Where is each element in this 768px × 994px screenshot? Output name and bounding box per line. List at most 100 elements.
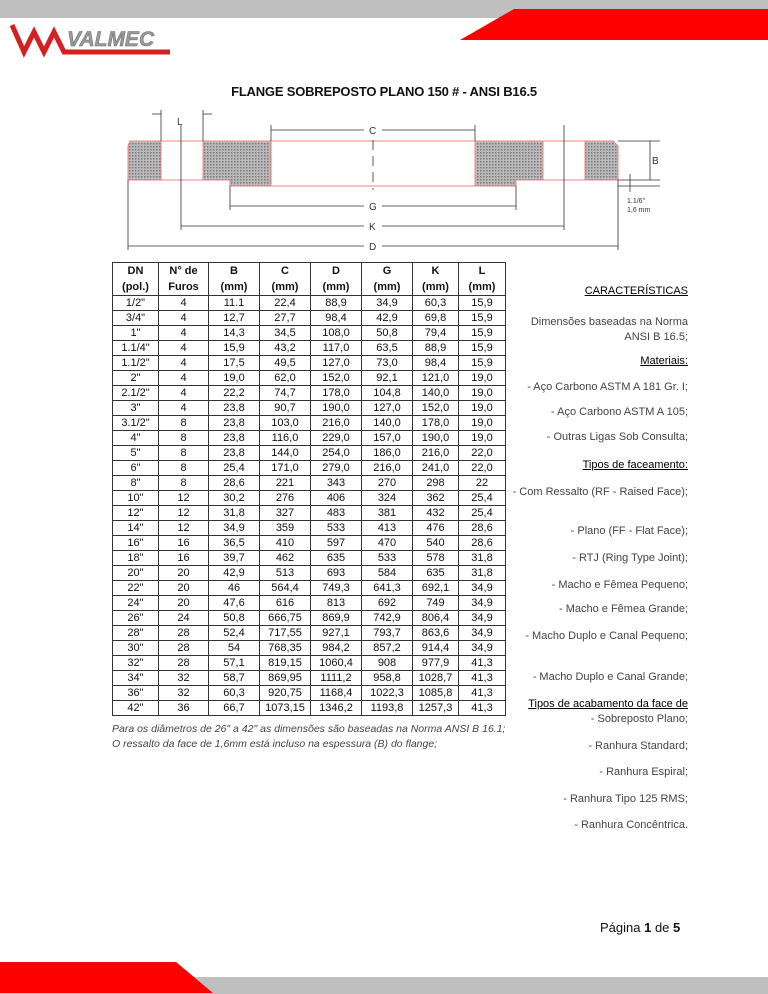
table-cell: 857,2 [361, 640, 413, 656]
column-header: DN [112, 262, 159, 279]
table-cell: 2.1/2" [112, 385, 159, 401]
table-cell: 16" [112, 535, 159, 551]
table-cell: 984,2 [310, 640, 362, 656]
table-row: 2" 4 19,0 62,0 152,0 92,1 121,0 19,0 [112, 370, 506, 386]
table-cell: 8 [158, 475, 209, 491]
table-cell: 819,15 [259, 655, 311, 671]
table-cell: 4 [158, 400, 209, 416]
table-row: 12" 12 31,8 327 483 381 432 25,4 [112, 505, 506, 521]
section-heading: CARACTERÍSTICAS [584, 285, 688, 297]
table-cell: 483 [310, 505, 362, 521]
table-cell: 1028,7 [412, 670, 459, 686]
table-cell: 25,4 [208, 460, 260, 476]
table-cell: 42,9 [208, 565, 260, 581]
table-cell: 12" [112, 505, 159, 521]
table-cell: 406 [310, 490, 362, 506]
list-item: - Sobreposto Plano; [590, 713, 688, 725]
table-cell: 30,2 [208, 490, 260, 506]
table-cell: 140,0 [412, 385, 459, 401]
table-cell: 57,1 [208, 655, 260, 671]
table-cell: 152,0 [412, 400, 459, 416]
table-cell: 42,9 [361, 310, 413, 326]
table-cell: 90,7 [259, 400, 311, 416]
table-cell: 19,0 [458, 430, 506, 446]
table-cell: 4 [158, 340, 209, 356]
table-cell: 31,8 [458, 550, 506, 566]
table-cell: 22,4 [259, 295, 311, 311]
table-cell: 39,7 [208, 550, 260, 566]
table-cell: 42" [112, 700, 159, 716]
table-cell: 14,3 [208, 325, 260, 341]
label-K: K [369, 222, 376, 233]
column-header: K [412, 262, 459, 279]
table-cell: 34,9 [458, 580, 506, 596]
current-page: 1 [644, 920, 652, 935]
table-cell: 1.1/2" [112, 355, 159, 371]
table-cell: 19,0 [458, 370, 506, 386]
table-cell: 1.1/4" [112, 340, 159, 356]
table-cell: 98,4 [412, 355, 459, 371]
table-cell: 3/4" [112, 310, 159, 326]
table-cell: 3.1/2" [112, 415, 159, 431]
table-cell: 34,9 [458, 610, 506, 626]
table-cell: 22,0 [458, 460, 506, 476]
table-cell: 127,0 [361, 400, 413, 416]
table-cell: 4" [112, 430, 159, 446]
valmec-logo: VALMEC [10, 23, 170, 58]
table-cell: 12,7 [208, 310, 260, 326]
table-cell: 216,0 [412, 445, 459, 461]
table-cell: 578 [412, 550, 459, 566]
table-cell: 22,2 [208, 385, 260, 401]
table-cell: 30" [112, 640, 159, 656]
table-row: 32" 28 57,1 819,15 1060,4 908 977,9 41,3 [112, 655, 506, 671]
table-cell: 28" [112, 625, 159, 641]
table-row: 22" 20 46 564,4 749,3 641,3 692,1 34,9 [112, 580, 506, 596]
table-row: 30" 28 54 768,35 984,2 857,2 914,4 34,9 [112, 640, 506, 656]
table-cell: 584 [361, 565, 413, 581]
table-cell: 12 [158, 490, 209, 506]
table-cell: 28 [158, 640, 209, 656]
table-cell: 869,9 [310, 610, 362, 626]
table-cell: 8 [158, 430, 209, 446]
table-cell: 25,4 [458, 490, 506, 506]
table-cell: 15,9 [208, 340, 260, 356]
list-item: - Ranhura Espiral; [599, 766, 688, 778]
header-row: DN N° de B C D G K L [112, 262, 506, 279]
table-cell: 16 [158, 535, 209, 551]
table-row: 1.1/2" 4 17,5 49,5 127,0 73,0 98,4 15,9 [112, 355, 506, 371]
table-cell: 171,0 [259, 460, 311, 476]
column-header: C [259, 262, 311, 279]
list-item: - Macho e Fêmea Pequeno; [551, 579, 688, 591]
table-cell: 127,0 [310, 355, 362, 371]
table-cell: 666,75 [259, 610, 311, 626]
table-cell: 22 [458, 475, 506, 491]
table-cell: 216,0 [361, 460, 413, 476]
table-cell: 19,0 [458, 415, 506, 431]
column-header: N° de [158, 262, 209, 279]
table-row: 4" 8 23,8 116,0 229,0 157,0 190,0 19,0 [112, 430, 506, 446]
table-cell: 6" [112, 460, 159, 476]
flange-diagram: L C B G K D 1.1/6" 1,6 mm [127, 110, 660, 253]
column-header: B [208, 262, 260, 279]
table-cell: 4 [158, 370, 209, 386]
table-cell: 28 [158, 625, 209, 641]
column-header: (mm) [259, 279, 311, 296]
table-row: 18" 16 39,7 462 635 533 578 31,8 [112, 550, 506, 566]
table-cell: 692 [361, 595, 413, 611]
table-cell: 1257,3 [412, 700, 459, 716]
table-cell: 116,0 [259, 430, 311, 446]
table-row: 34" 32 58,7 869,95 1111,2 958,8 1028,7 41,3 [112, 670, 506, 686]
table-cell: 513 [259, 565, 311, 581]
table-cell: 564,4 [259, 580, 311, 596]
table-cell: 793,7 [361, 625, 413, 641]
table-cell: 597 [310, 535, 362, 551]
characteristics-panel: CARACTERÍSTICAS Dimensões baseadas na Nor… [508, 0, 688, 994]
section-heading: Tipos de faceamento: [582, 459, 688, 471]
table-cell: 108,0 [310, 325, 362, 341]
table-cell: 178,0 [310, 385, 362, 401]
table-cell: 362 [412, 490, 459, 506]
svg-text:VALMEC: VALMEC [67, 28, 155, 51]
table-cell: 470 [361, 535, 413, 551]
table-row: 3" 4 23,8 90,7 190,0 127,0 152,0 19,0 [112, 400, 506, 416]
